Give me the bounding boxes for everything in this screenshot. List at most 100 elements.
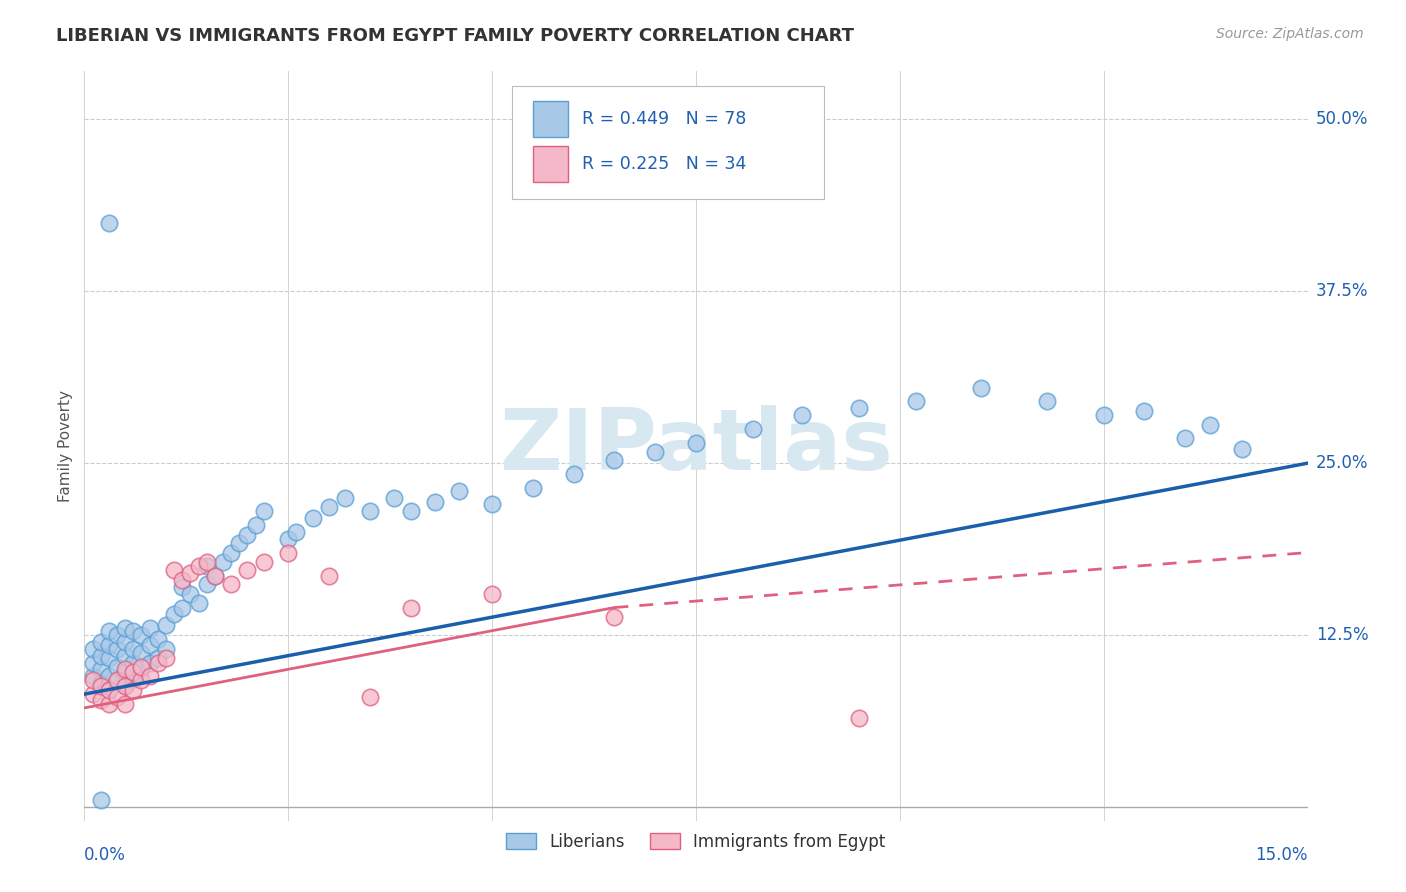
Point	[146, 632, 169, 647]
Y-axis label: Family Poverty: Family Poverty	[58, 390, 73, 502]
Point	[228, 536, 250, 550]
Point	[82, 641, 104, 656]
Point	[97, 624, 120, 638]
Point	[122, 624, 145, 638]
Point	[245, 518, 267, 533]
Point	[1133, 404, 1156, 418]
Point	[122, 672, 145, 686]
Point	[122, 656, 145, 670]
Point	[644, 445, 666, 459]
Point	[146, 651, 169, 665]
Point	[219, 545, 242, 559]
Text: 25.0%: 25.0%	[1316, 454, 1368, 472]
Point	[114, 621, 136, 635]
Point	[163, 563, 186, 577]
Point	[105, 673, 128, 688]
Point	[155, 641, 177, 656]
Text: ZIPatlas: ZIPatlas	[499, 404, 893, 488]
Point	[423, 494, 446, 508]
Point	[236, 563, 259, 577]
Point	[187, 596, 209, 610]
Point	[114, 665, 136, 680]
Point	[114, 679, 136, 693]
Text: 50.0%: 50.0%	[1316, 111, 1368, 128]
Point	[285, 524, 308, 539]
Point	[155, 618, 177, 632]
Point	[90, 676, 112, 690]
Text: 0.0%: 0.0%	[84, 846, 127, 863]
Point	[97, 683, 120, 698]
Point	[318, 500, 340, 515]
Point	[204, 569, 226, 583]
Text: LIBERIAN VS IMMIGRANTS FROM EGYPT FAMILY POVERTY CORRELATION CHART: LIBERIAN VS IMMIGRANTS FROM EGYPT FAMILY…	[56, 27, 855, 45]
Point	[82, 656, 104, 670]
Point	[82, 669, 104, 683]
Text: R = 0.225   N = 34: R = 0.225 N = 34	[582, 154, 747, 172]
Point	[122, 683, 145, 698]
Point	[114, 635, 136, 649]
Point	[82, 673, 104, 688]
Point	[335, 491, 357, 505]
Point	[204, 569, 226, 583]
Point	[138, 638, 160, 652]
Point	[970, 380, 993, 394]
Point	[1174, 432, 1197, 446]
Point	[138, 656, 160, 670]
Point	[449, 483, 471, 498]
Point	[97, 697, 120, 711]
Point	[562, 467, 585, 482]
Text: R = 0.449   N = 78: R = 0.449 N = 78	[582, 110, 747, 128]
Point	[905, 394, 928, 409]
Point	[90, 793, 112, 807]
Point	[848, 710, 870, 724]
Point	[105, 659, 128, 673]
Point	[105, 641, 128, 656]
Point	[172, 600, 194, 615]
Point	[82, 687, 104, 701]
Point	[138, 621, 160, 635]
Point	[97, 638, 120, 652]
Text: 15.0%: 15.0%	[1256, 846, 1308, 863]
Point	[131, 646, 153, 660]
Point	[382, 491, 405, 505]
Point	[155, 651, 177, 665]
Point	[318, 569, 340, 583]
Point	[399, 600, 422, 615]
Point	[187, 559, 209, 574]
Text: 12.5%: 12.5%	[1316, 626, 1368, 644]
Bar	[533, 145, 568, 181]
Point	[114, 662, 136, 676]
Point	[253, 504, 276, 518]
Point	[195, 559, 218, 574]
Point	[481, 587, 503, 601]
Point	[122, 665, 145, 680]
Point	[105, 690, 128, 704]
Point	[790, 408, 813, 422]
Point	[114, 679, 136, 693]
Point	[848, 401, 870, 416]
Point	[131, 628, 153, 642]
Text: 37.5%: 37.5%	[1316, 283, 1368, 301]
Point	[131, 662, 153, 676]
Point	[131, 659, 153, 673]
Point	[481, 498, 503, 512]
Point	[90, 662, 112, 676]
Point	[179, 566, 201, 581]
Point	[131, 673, 153, 688]
Point	[114, 697, 136, 711]
Point	[90, 648, 112, 663]
Point	[105, 673, 128, 688]
Point	[90, 635, 112, 649]
Point	[603, 453, 626, 467]
Point	[212, 555, 235, 569]
Point	[97, 651, 120, 665]
Point	[90, 692, 112, 706]
Point	[359, 504, 381, 518]
Legend: Liberians, Immigrants from Egypt: Liberians, Immigrants from Egypt	[499, 826, 893, 857]
Point	[603, 610, 626, 624]
Point	[172, 580, 194, 594]
Point	[1232, 442, 1254, 457]
Point	[90, 679, 112, 693]
Point	[97, 216, 120, 230]
Point	[685, 435, 707, 450]
